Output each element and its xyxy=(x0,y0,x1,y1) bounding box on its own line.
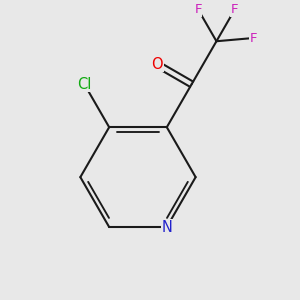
Text: F: F xyxy=(249,32,257,44)
Text: O: O xyxy=(151,57,163,72)
Text: Cl: Cl xyxy=(77,77,92,92)
Text: F: F xyxy=(194,3,202,16)
Text: N: N xyxy=(161,220,172,235)
Text: F: F xyxy=(231,3,238,16)
